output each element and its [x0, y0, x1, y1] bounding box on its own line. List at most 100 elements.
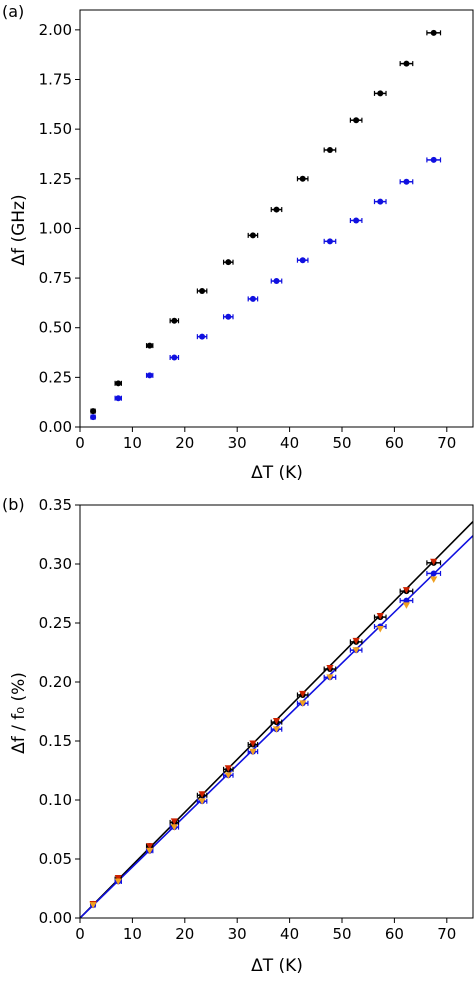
panel-b-series-2-point-1 [114, 875, 122, 882]
panel-a-series-0-point-3 [171, 317, 178, 324]
panel-a-series-0-point-6 [249, 232, 256, 239]
panel-a-x-tick-label-7: 70 [437, 434, 456, 452]
panel-a-x-tick-label-6: 60 [385, 434, 404, 452]
panel-a-series-1-point-9 [326, 238, 333, 245]
panel-a-series-1-point-4 [199, 333, 206, 340]
panel-b-series-2-point-5 [224, 765, 232, 772]
panel-b-x-axis-label: ΔT (K) [251, 956, 303, 976]
panel-b-chart: (b) ΔT (K) Δf / f₀ (%) 0 10 20 30 40 50 60 70 0.… [2, 495, 474, 976]
panel-b-x-tick-label-1: 10 [123, 925, 142, 943]
panel-a-series-1-point-5 [225, 313, 232, 320]
panel-a-y-tick-label-7: 1.75 [39, 71, 72, 89]
panel-b-x-tick-label-3: 30 [228, 925, 247, 943]
panel-b-series-3-point-9 [326, 674, 334, 681]
panel-b-series-2-point-10 [352, 637, 360, 645]
panel-b-y-tick-label-4: 0.20 [39, 673, 72, 691]
panel-a-x-tick-label-1: 10 [123, 434, 142, 452]
panel-a-plot-area [90, 29, 442, 421]
panel-b-series-3-point-6 [249, 748, 257, 756]
panel-a-y-tick-label-1: 0.25 [39, 368, 72, 386]
panel-b-series-2-point-4 [198, 791, 206, 798]
panel-a-series-1-point-2 [146, 372, 153, 379]
panel-a-series-1-point-7 [273, 278, 280, 285]
panel-b-series-3-point-13 [430, 576, 438, 583]
panel-a-series-1-point-10 [353, 217, 360, 224]
panel-a-series-1-point-8 [299, 257, 306, 264]
panel-a-axes-frame [79, 9, 474, 428]
panel-b-series-3-point-7 [272, 726, 281, 733]
panel-a-x-tick-label-2: 20 [175, 434, 194, 452]
panel-b-label: (b) [2, 495, 25, 514]
panel-b-y-tick-label-6: 0.30 [39, 555, 72, 573]
panel-a-y-tick-label-5: 1.25 [39, 170, 72, 188]
panel-a-series-1-point-11 [377, 198, 384, 205]
panel-a-series-1-point-13 [430, 156, 437, 163]
panel-a-x-tick-label-0: 0 [75, 434, 85, 452]
panel-b-x-tick-label-7: 70 [437, 925, 456, 943]
panel-b-y-tick-label-3: 0.15 [39, 732, 72, 750]
panel-a-y-axis-label: Δf (GHz) [9, 194, 29, 265]
panel-b-series-1-point-12 [403, 597, 410, 604]
panel-a-y-tick-label-8: 2.00 [39, 21, 72, 39]
panel-b-series-2-point-12 [402, 587, 411, 594]
panel-a-y-tick-label-6: 1.50 [39, 120, 72, 138]
panel-b-series-2-point-3 [170, 818, 178, 825]
panel-a-series-0-point-9 [326, 146, 333, 153]
panel-b-series-2-point-2 [146, 843, 154, 850]
panel-a-series-1-point-1 [115, 395, 122, 402]
panel-a-x-tick-label-3: 30 [228, 434, 247, 452]
panel-b-series-3-point-1 [114, 878, 122, 886]
panel-a-y-tick-label-2: 0.50 [39, 319, 72, 337]
panel-b-series-2-point-6 [249, 740, 257, 747]
panel-b-series-3-point-12 [402, 602, 411, 609]
panel-a-series-1-point-6 [249, 295, 256, 302]
panel-a-x-tick-label-5: 50 [332, 434, 351, 452]
panel-a-y-tick-label-0: 0.00 [39, 418, 72, 436]
panel-a-series-0-point-7 [273, 206, 280, 213]
panel-b-y-tick-label-2: 0.10 [39, 791, 72, 809]
panel-b-x-tick-label-6: 60 [385, 925, 404, 943]
panel-b-series-2-point-8 [299, 690, 307, 698]
panel-a-label: (a) [2, 2, 24, 21]
panel-a-series-0-point-0 [90, 408, 97, 415]
panel-a-x-tick-label-4: 40 [280, 434, 299, 452]
panel-a-series-1-point-12 [403, 178, 410, 185]
panel-b-series-2-point-9 [326, 664, 334, 672]
panel-b-axes-frame [79, 504, 474, 919]
panel-b-series-2-point-13 [430, 558, 438, 566]
panel-b-series-3-point-5 [224, 772, 232, 779]
panel-b-x-tick-label-0: 0 [75, 925, 85, 943]
panel-b-x-tick-label-4: 40 [280, 925, 299, 943]
panel-b-series-2-point-7 [272, 718, 281, 725]
panel-b-series-3-point-10 [352, 647, 360, 654]
panel-a-series-0-point-8 [299, 175, 306, 182]
panel-b-series-3-point-11 [376, 626, 384, 633]
panel-a-series-0-point-10 [353, 117, 360, 124]
panel-b-y-tick-label-1: 0.05 [39, 850, 72, 868]
panel-b-y-tick-label-5: 0.25 [39, 614, 72, 632]
panel-a-series-0-point-11 [377, 90, 384, 97]
panel-b-series-3-point-4 [198, 798, 206, 805]
panel-a-series-1-point-3 [171, 354, 178, 361]
panel-a-y-tick-label-4: 1.00 [39, 219, 72, 237]
panel-a-series-0-point-5 [225, 259, 232, 266]
panel-b-y-axis-label: Δf / f₀ (%) [9, 672, 29, 754]
panel-b-series-3-point-3 [170, 824, 178, 831]
panel-a-x-axis-label: ΔT (K) [251, 463, 303, 483]
panel-a-series-0-point-13 [430, 29, 437, 36]
panel-a-series-0-point-1 [115, 380, 122, 387]
panel-a-series-0-point-2 [146, 342, 153, 349]
panel-b-x-tick-label-5: 50 [332, 925, 351, 943]
panel-b-y-tick-label-7: 0.35 [39, 496, 72, 514]
panel-b-series-3-point-2 [146, 847, 154, 855]
panel-b-series-2-point-11 [376, 613, 384, 620]
panel-b-series-1-point-13 [430, 570, 437, 577]
panel-b-y-tick-label-0: 0.00 [39, 909, 72, 927]
panel-a-series-0-point-12 [403, 60, 410, 67]
panel-b-x-tick-label-2: 20 [175, 925, 194, 943]
panel-b-series-3-point-0 [89, 902, 97, 909]
panel-a-series-0-point-4 [199, 287, 206, 294]
panel-b-plot-area [80, 520, 474, 918]
panel-b-series-3-point-8 [299, 700, 307, 707]
